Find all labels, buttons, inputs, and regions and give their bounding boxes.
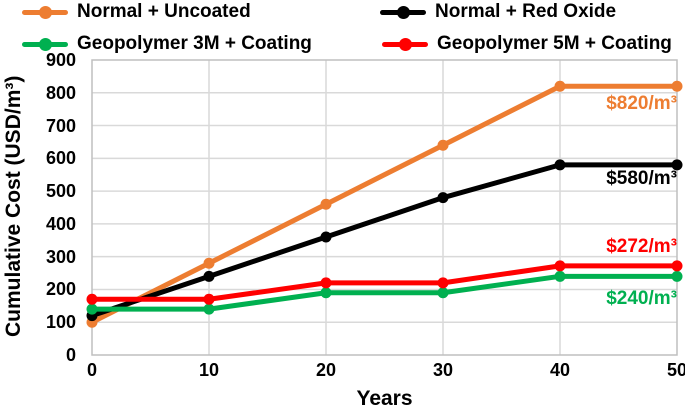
value-annotation-820: $820/m³ xyxy=(606,93,677,114)
legend-marker-icon xyxy=(380,5,426,19)
x-tick-label: 30 xyxy=(432,360,454,380)
value-annotation-580: $580/m³ xyxy=(606,168,677,189)
x-tick-label: 50 xyxy=(666,360,685,380)
value-annotation-272: $272/m³ xyxy=(606,236,677,257)
x-tick-label: 40 xyxy=(549,360,571,380)
legend-label: Geopolymer 3M + Coating xyxy=(77,33,312,54)
y-tick-label: 900 xyxy=(45,50,76,70)
y-tick-label: 600 xyxy=(45,148,76,169)
value-annotation-240: $240/m³ xyxy=(606,288,677,309)
y-tick-label: 0 xyxy=(65,345,76,365)
y-tick-label: 400 xyxy=(45,213,76,234)
legend-item-normal-uncoated: Normal + Uncoated xyxy=(22,1,251,23)
legend-marker-icon xyxy=(22,37,68,51)
legend-item-geopolymer-3m: Geopolymer 3M + Coating xyxy=(22,33,312,55)
y-axis-title: Cumulative Cost (USD/m³) xyxy=(2,75,25,338)
legend-marker-icon xyxy=(22,5,68,19)
legend-label: Geopolymer 5M + Coating xyxy=(437,33,672,54)
legend-item-geopolymer-5m: Geopolymer 5M + Coating xyxy=(382,33,672,55)
x-tick-label: 10 xyxy=(198,360,220,380)
legend-marker-icon xyxy=(382,37,428,51)
legend-item-normal-red-oxide: Normal + Red Oxide xyxy=(380,1,616,23)
y-tick-label: 700 xyxy=(45,115,76,136)
y-tick-label: 800 xyxy=(45,82,76,103)
y-tick-label: 500 xyxy=(45,181,76,202)
y-tick-label: 200 xyxy=(45,279,76,300)
legend-label: Normal + Uncoated xyxy=(77,1,251,22)
x-tick-label: 20 xyxy=(315,360,337,380)
y-tick-label: 100 xyxy=(45,312,76,333)
x-axis-title: Years xyxy=(356,387,413,410)
y-tick-label: 300 xyxy=(45,246,76,267)
legend-label: Normal + Red Oxide xyxy=(435,1,617,22)
x-tick-label: 0 xyxy=(86,360,97,380)
